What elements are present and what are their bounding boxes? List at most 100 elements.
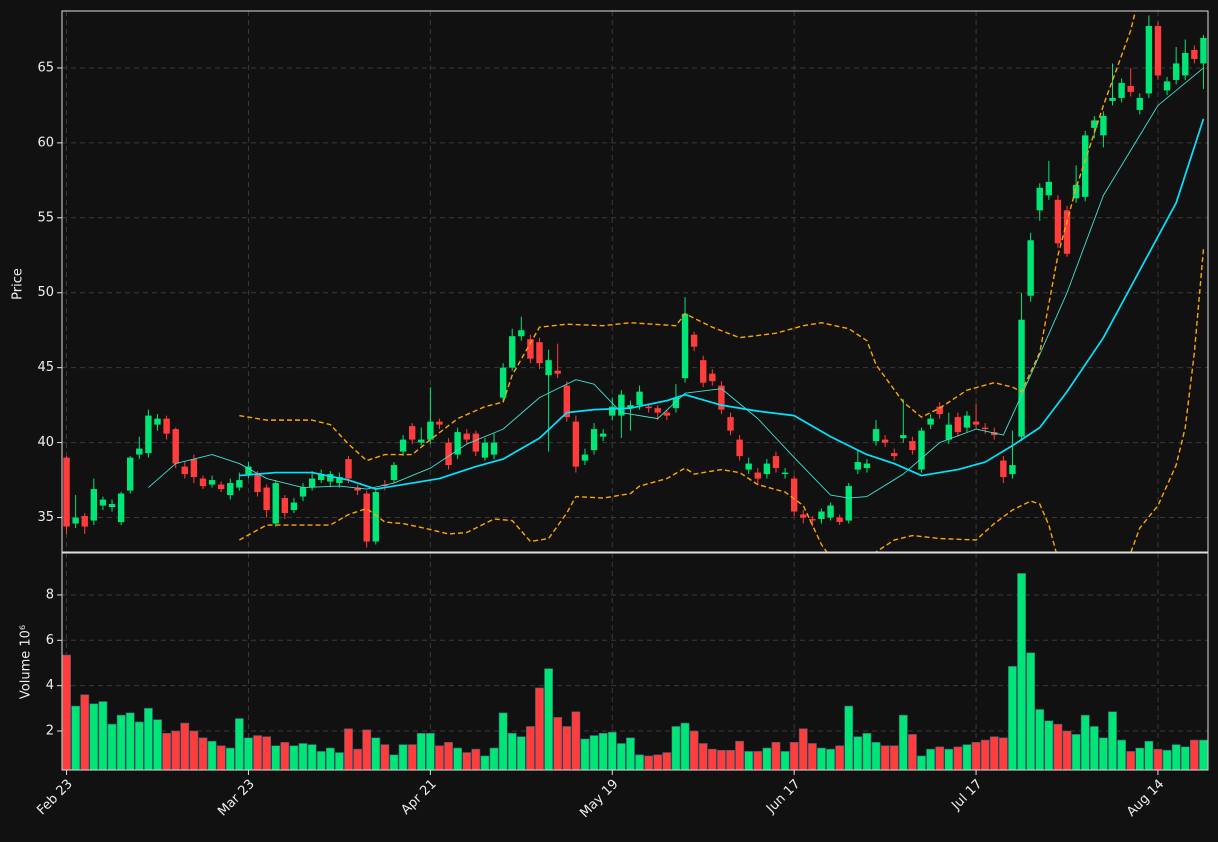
candle-body [463,433,470,440]
volume-bar [116,714,126,770]
candle-body [1063,210,1071,254]
candle-body [1072,184,1080,199]
volume-tick-label: 4 [46,678,54,693]
volume-bar [1171,744,1181,770]
candle-body [254,474,261,493]
candle-body [136,448,143,455]
volume-bar [1099,737,1108,770]
volume-bar [626,737,635,770]
moving-average-line [239,118,1205,490]
volume-bar [389,754,399,770]
candle-body [572,421,580,467]
candle-body [918,430,925,470]
volume-bar [889,745,899,770]
volume-bar [89,703,99,770]
candle-body [1200,37,1207,64]
volume-bar [207,740,217,770]
candle-body [190,459,198,478]
candle-body [727,417,734,431]
volume-layer [62,573,1208,770]
volume-bar [398,744,408,770]
candle-body [227,483,234,496]
volume-bar [144,708,153,770]
candle-body [963,415,971,428]
volume-bar [198,737,208,770]
volume-bar [1126,751,1136,770]
volume-bar [571,711,581,770]
candle-body [790,478,798,512]
candle-body [1118,82,1125,98]
grid-layer [62,11,1208,770]
volume-bar [953,746,963,770]
candle-body [436,421,443,425]
candle-body [81,516,88,527]
candle-body [1000,460,1007,478]
candle-body [545,360,552,376]
candle-body [527,339,534,359]
volume-bar [980,739,990,770]
volume-bar [535,687,544,770]
volume-bar [862,732,872,770]
volume-bar [1053,723,1063,770]
volume-bar [189,730,199,770]
candle-layer [63,15,1207,548]
volume-bar [80,694,90,770]
price-tick-label: 60 [37,135,54,150]
candle-body [663,412,671,416]
volume-bar [1008,666,1017,770]
volume-bar [935,746,945,770]
volume-bar [380,744,390,770]
volume-bar [244,737,253,770]
candle-body [345,459,352,479]
volume-bar [826,748,835,770]
candle-body [263,487,270,511]
candle-body [936,406,943,415]
volume-bar [425,732,435,770]
candle-body [654,408,661,413]
volume-bar [153,719,162,770]
volume-bar [1162,749,1172,770]
candle-body [581,454,589,461]
volume-bar [735,740,744,770]
candle-body [217,484,225,490]
volume-bar [471,748,481,770]
volume-bar [562,726,572,770]
candle-body [372,492,379,542]
volume-bar [271,745,281,770]
candle-body [709,373,716,382]
candle-body [636,391,643,406]
candle-body [827,505,834,518]
volume-bar [516,736,526,770]
candle-body [318,474,325,481]
volume-bar [771,742,781,770]
band-line [239,11,1137,462]
candle-body [99,499,107,506]
volume-bar [416,732,426,770]
volume-bar [253,735,262,770]
volume-bar [798,728,808,770]
volume-bar [407,744,417,770]
volume-bar [544,668,553,770]
volume-bar [689,730,699,770]
volume-bar [444,742,453,770]
volume-axis-label: Volume 10⁶ [19,625,34,699]
candle-body [308,478,316,488]
candle-body [454,432,461,455]
volume-bar [1080,714,1090,770]
volume-bar [316,751,326,770]
candle-body [518,330,525,337]
candle-body [281,498,289,514]
band-line [239,249,1205,552]
candle-body [800,514,807,518]
candle-body [445,442,452,466]
candle-body [1145,25,1153,94]
volume-bar [644,755,654,770]
candle-body [891,453,898,457]
volume-bar [489,747,499,770]
volume-bar [362,729,372,770]
candle-body [718,385,725,410]
volume-bar [607,731,617,770]
candle-body [145,415,152,454]
candle-body [809,519,816,521]
